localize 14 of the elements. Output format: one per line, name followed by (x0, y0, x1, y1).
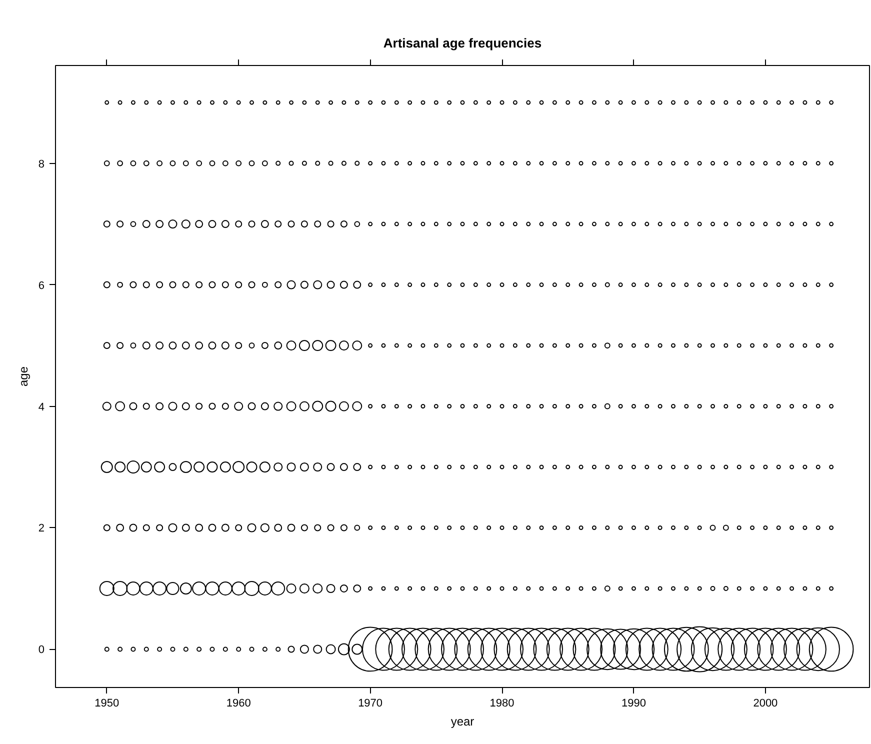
y-axis-title: age (16, 366, 30, 387)
x-tick-label: 1970 (358, 698, 383, 710)
y-tick-label: 8 (38, 158, 45, 170)
x-tick-label: 1960 (226, 698, 251, 710)
y-tick-label: 6 (38, 280, 45, 292)
chart-title: Artisanal age frequencies (383, 36, 542, 50)
x-axis-title: year (450, 714, 474, 728)
y-tick-label: 4 (38, 401, 45, 414)
x-tick-label: 1980 (490, 698, 514, 710)
y-tick-label: 0 (38, 644, 45, 656)
y-tick-label: 2 (38, 522, 45, 535)
x-tick-label: 2000 (753, 698, 778, 710)
x-tick-label: 1990 (621, 698, 646, 710)
x-tick-label: 1950 (94, 698, 120, 710)
